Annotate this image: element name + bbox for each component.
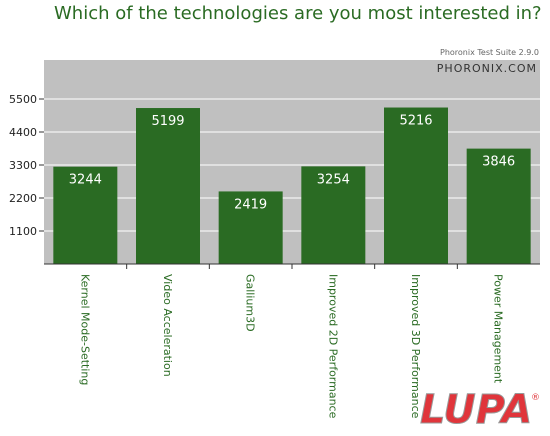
bar — [218, 191, 283, 264]
bar-value-label: 5199 — [151, 114, 184, 129]
bar-value-label: 3846 — [482, 155, 515, 170]
y-tick-label: 5500 — [9, 93, 37, 106]
bar-value-label: 5216 — [399, 114, 432, 129]
lupa-logo-text: LUPA — [420, 387, 532, 433]
bar — [53, 166, 118, 264]
x-category-label: Improved 2D Performance — [326, 274, 339, 419]
bar-value-label: 2419 — [234, 197, 267, 212]
bar-value-label: 3254 — [317, 172, 350, 187]
y-tick-label: 2200 — [9, 192, 37, 205]
x-axis: Kernel Mode-Setting Video Acceleration Gal… — [44, 263, 540, 419]
bar — [466, 148, 531, 264]
y-tick-label: 1100 — [9, 225, 37, 238]
x-category-label: Gallium3D — [244, 274, 257, 332]
chart-title: Which of the technologies are you most i… — [54, 3, 542, 24]
x-category-label: Video Acceleration — [161, 274, 174, 377]
brand-label: PHORONIX.COM — [437, 62, 537, 75]
y-tick-label: 4400 — [9, 126, 37, 139]
bar — [301, 166, 366, 264]
plot-area — [44, 60, 540, 264]
registered-mark: ® — [531, 393, 540, 403]
gridlines — [44, 98, 540, 232]
bars: 3244 5199 2419 3254 5216 3846 — [53, 107, 531, 265]
y-axis: 1100 2200 3300 4400 5500 — [9, 93, 44, 238]
bar — [384, 107, 448, 265]
x-category-label: Kernel Mode-Setting — [78, 274, 91, 385]
y-tick-label: 3300 — [9, 159, 37, 172]
test-suite-label: Phoronix Test Suite 2.9.0 — [440, 48, 539, 57]
x-category-label: Power Management — [492, 274, 505, 384]
lupa-logo: LUPA ® — [420, 387, 541, 434]
x-category-label: Improved 3D Performance — [409, 274, 422, 419]
bar — [136, 108, 200, 264]
bar-value-label: 3244 — [69, 173, 102, 188]
